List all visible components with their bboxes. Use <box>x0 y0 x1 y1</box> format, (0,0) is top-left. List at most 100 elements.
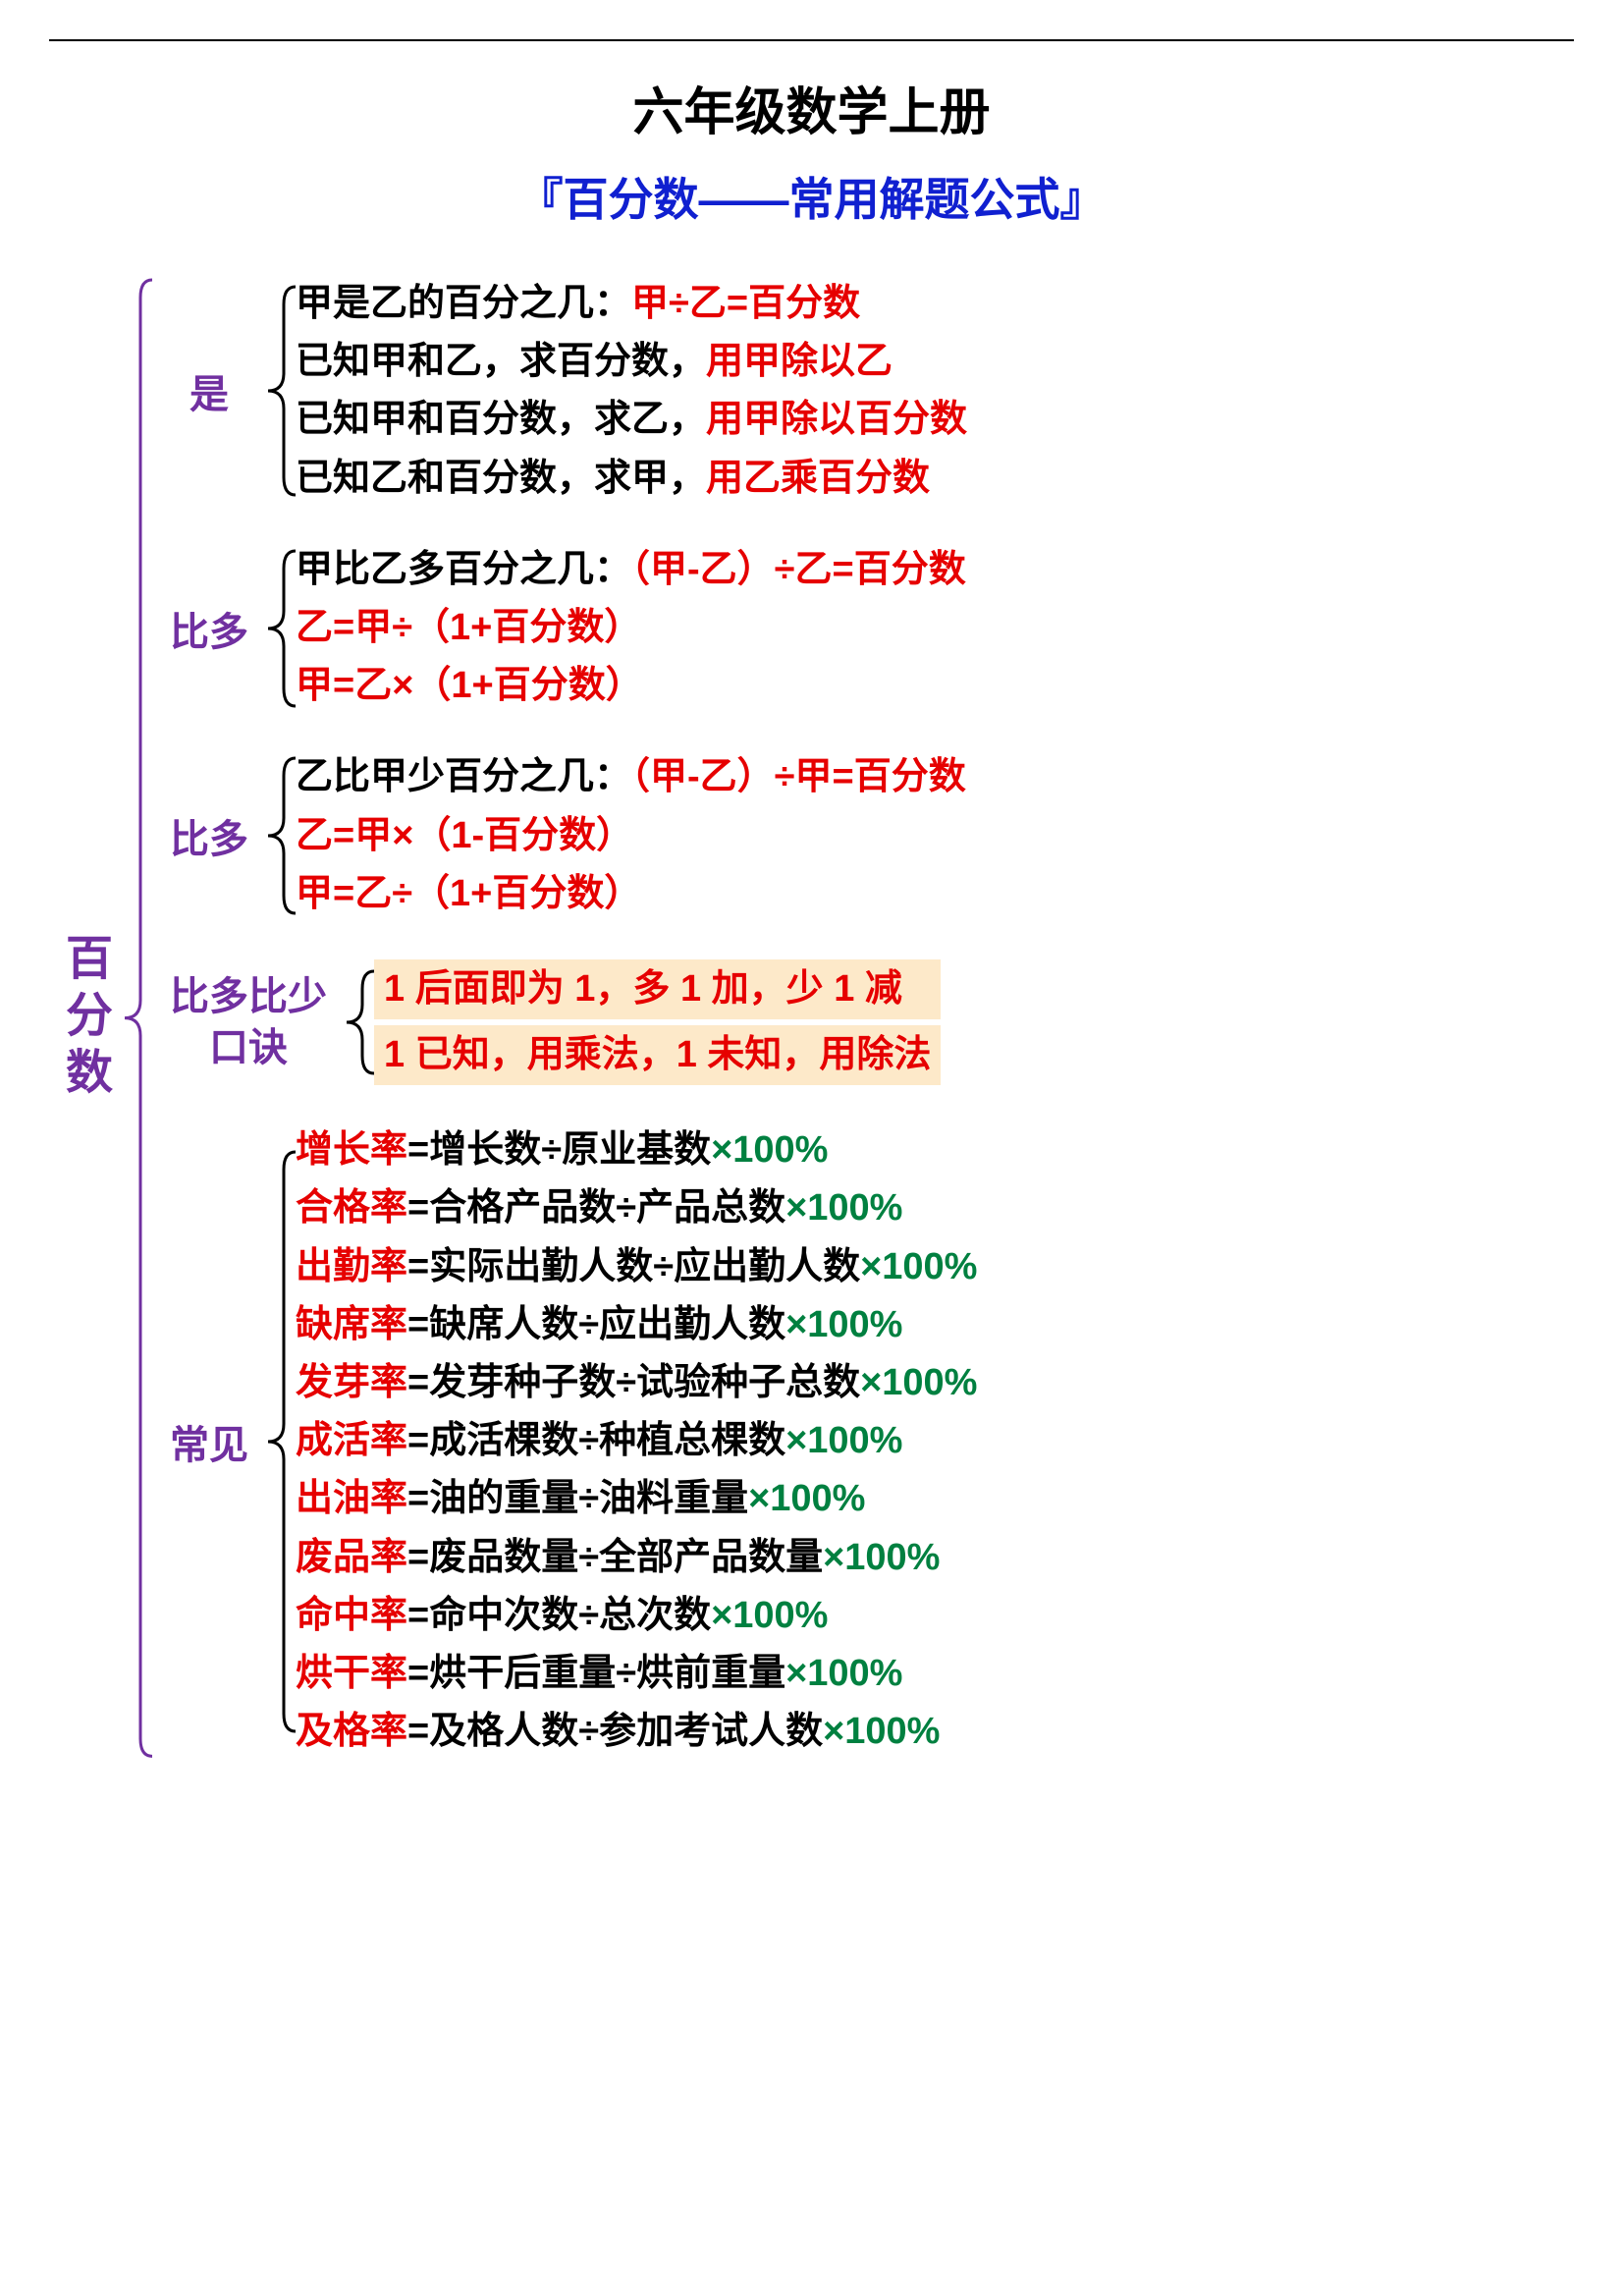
text-segment: =命中次数÷总次数 <box>407 1595 711 1636</box>
text-segment: 甲=乙×（1+百分数） <box>296 665 643 706</box>
text-segment: =实际出勤人数÷应出勤人数 <box>407 1246 860 1287</box>
text-segment: ×100% <box>711 1595 828 1636</box>
content-line: 及格率=及格人数÷参加考试人数×100% <box>296 1706 977 1758</box>
mindmap: 百分数 是 甲是乙的百分之几：甲÷乙=百分数已知甲和乙，求百分数，用甲除以乙已知… <box>49 278 1574 1758</box>
text-segment: =增长数÷原业基数 <box>407 1129 711 1171</box>
branch-brace <box>266 285 296 497</box>
text-segment: 甲=乙÷（1+百分数） <box>296 873 641 914</box>
content-line: 命中率=命中次数÷总次数×100% <box>296 1590 977 1642</box>
text-segment: 乙比甲少百分之几： <box>296 756 631 797</box>
text-segment: （甲-乙）÷乙=百分数 <box>631 549 966 590</box>
text-segment: 出勤率 <box>296 1246 407 1287</box>
branch: 比多 甲比乙多百分之几：（甲-乙）÷乙=百分数乙=甲÷（1+百分数） 甲=乙×（1… <box>152 544 977 713</box>
text-segment: 甲比乙多百分之几： <box>296 549 631 590</box>
branch-brace <box>266 1150 296 1733</box>
text-segment: ×100% <box>823 1537 940 1578</box>
branch-content: 1 后面即为 1，多 1 加，少 1 减 1 已知，用乘法，1 未知，用除法 <box>374 959 941 1085</box>
content-line: 甲比乙多百分之几：（甲-乙）÷乙=百分数 <box>296 544 966 596</box>
content-line: 缺席率=缺席人数÷应出勤人数×100% <box>296 1299 977 1351</box>
root-brace <box>123 278 152 1758</box>
content-line: 出勤率=实际出勤人数÷应出勤人数×100% <box>296 1241 977 1293</box>
text-segment: 已知甲和乙，求百分数， <box>296 341 706 382</box>
text-segment: ×100% <box>860 1246 977 1287</box>
text-segment: =油的重量÷油料重量 <box>407 1478 748 1519</box>
branch-brace <box>266 756 296 915</box>
branch-content: 甲比乙多百分之几：（甲-乙）÷乙=百分数乙=甲÷（1+百分数） 甲=乙×（1+百分… <box>296 544 966 713</box>
branch-label: 比多比少口诀 <box>160 971 337 1073</box>
text-segment: ×100% <box>860 1362 977 1403</box>
text-segment: 甲÷乙=百分数 <box>631 283 860 324</box>
branch-content: 增长率=增长数÷原业基数×100%合格率=合格产品数÷产品总数×100%出勤率=… <box>296 1124 977 1758</box>
branch: 比多 乙比甲少百分之几：（甲-乙）÷甲=百分数乙=甲×（1-百分数） 甲=乙÷（1… <box>152 751 977 920</box>
text-segment: =及格人数÷参加考试人数 <box>407 1711 823 1752</box>
branch-label: 比多 <box>160 807 258 864</box>
text-segment: 成活率 <box>296 1420 407 1461</box>
text-segment: =缺席人数÷应出勤人数 <box>407 1304 785 1345</box>
page-title: 六年级数学上册 <box>49 71 1574 144</box>
page-subtitle: 『百分数——常用解题公式』 <box>49 164 1574 229</box>
branch-brace <box>345 969 374 1075</box>
text-segment: 合格率 <box>296 1187 407 1229</box>
text-segment: ×100% <box>785 1420 902 1461</box>
text-segment: ×100% <box>785 1304 902 1345</box>
text-segment: 增长率 <box>296 1129 407 1171</box>
text-segment: 1 后面即为 1，多 1 加，少 1 减 <box>384 968 902 1010</box>
text-segment: ×100% <box>785 1653 902 1694</box>
content-line: 甲是乙的百分之几：甲÷乙=百分数 <box>296 278 967 330</box>
content-line: 合格率=合格产品数÷产品总数×100% <box>296 1182 977 1234</box>
text-segment: =发芽种子数÷试验种子总数 <box>407 1362 860 1403</box>
text-segment: 废品率 <box>296 1537 407 1578</box>
text-segment: 已知甲和百分数，求乙， <box>296 399 706 440</box>
content-line: 增长率=增长数÷原业基数×100% <box>296 1124 977 1176</box>
text-segment: =成活棵数÷种植总棵数 <box>407 1420 785 1461</box>
text-segment: ×100% <box>785 1187 902 1229</box>
content-line: 发芽率=发芽种子数÷试验种子总数×100% <box>296 1357 977 1409</box>
branches-container: 是 甲是乙的百分之几：甲÷乙=百分数已知甲和乙，求百分数，用甲除以乙已知甲和百分… <box>152 278 977 1758</box>
branch-label: 是 <box>160 362 258 419</box>
text-segment: 用乙乘百分数 <box>706 458 930 499</box>
root-label: 百分数 <box>49 933 118 1104</box>
content-line: 1 已知，用乘法，1 未知，用除法 <box>374 1025 941 1085</box>
content-line: 已知乙和百分数，求甲，用乙乘百分数 <box>296 453 967 505</box>
branch-label: 常见 <box>160 1413 258 1470</box>
text-segment: ×100% <box>823 1711 940 1752</box>
text-segment: 烘干率 <box>296 1653 407 1694</box>
text-segment: 及格率 <box>296 1711 407 1752</box>
text-segment: 命中率 <box>296 1595 407 1636</box>
text-segment: 乙=甲÷（1+百分数） <box>296 607 641 648</box>
branch-content: 甲是乙的百分之几：甲÷乙=百分数已知甲和乙，求百分数，用甲除以乙已知甲和百分数，… <box>296 278 967 505</box>
text-segment: 乙=甲×（1-百分数） <box>296 815 633 856</box>
text-segment: =废品数量÷全部产品数量 <box>407 1537 823 1578</box>
text-segment: =烘干后重量÷烘前重量 <box>407 1653 785 1694</box>
content-line: 废品率=废品数量÷全部产品数量×100% <box>296 1532 977 1584</box>
text-segment: （甲-乙）÷甲=百分数 <box>631 756 966 797</box>
branch-brace <box>266 549 296 708</box>
text-segment: =合格产品数÷产品总数 <box>407 1187 785 1229</box>
content-line: 烘干率=烘干后重量÷烘前重量×100% <box>296 1648 977 1700</box>
text-segment: ×100% <box>748 1478 865 1519</box>
branch-label: 比多 <box>160 600 258 657</box>
text-segment: 缺席率 <box>296 1304 407 1345</box>
content-line: 乙=甲×（1-百分数） <box>296 810 966 862</box>
content-line: 1 后面即为 1，多 1 加，少 1 减 <box>374 959 941 1019</box>
branch: 是 甲是乙的百分之几：甲÷乙=百分数已知甲和乙，求百分数，用甲除以乙已知甲和百分… <box>152 278 977 505</box>
branch: 常见 增长率=增长数÷原业基数×100%合格率=合格产品数÷产品总数×100%出… <box>152 1124 977 1758</box>
text-segment: 用甲除以百分数 <box>706 399 967 440</box>
content-line: 乙比甲少百分之几：（甲-乙）÷甲=百分数 <box>296 751 966 803</box>
text-segment: 已知乙和百分数，求甲， <box>296 458 706 499</box>
content-line: 乙=甲÷（1+百分数） <box>296 602 966 654</box>
top-rule <box>49 39 1574 41</box>
content-line: 成活率=成活棵数÷种植总棵数×100% <box>296 1415 977 1467</box>
content-line: 甲=乙×（1+百分数） <box>296 660 966 712</box>
text-segment: 出油率 <box>296 1478 407 1519</box>
branch-content: 乙比甲少百分之几：（甲-乙）÷甲=百分数乙=甲×（1-百分数） 甲=乙÷（1+百分… <box>296 751 966 920</box>
branch: 比多比少口诀 1 后面即为 1，多 1 加，少 1 减 1 已知，用乘法，1 未知… <box>152 959 977 1085</box>
content-line: 已知甲和百分数，求乙，用甲除以百分数 <box>296 394 967 446</box>
content-line: 甲=乙÷（1+百分数） <box>296 868 966 920</box>
content-line: 出油率=油的重量÷油料重量×100% <box>296 1473 977 1525</box>
text-segment: 1 已知，用乘法，1 未知，用除法 <box>384 1034 931 1075</box>
content-line: 已知甲和乙，求百分数，用甲除以乙 <box>296 336 967 388</box>
text-segment: 发芽率 <box>296 1362 407 1403</box>
text-segment: ×100% <box>711 1129 828 1171</box>
text-segment: 用甲除以乙 <box>706 341 893 382</box>
